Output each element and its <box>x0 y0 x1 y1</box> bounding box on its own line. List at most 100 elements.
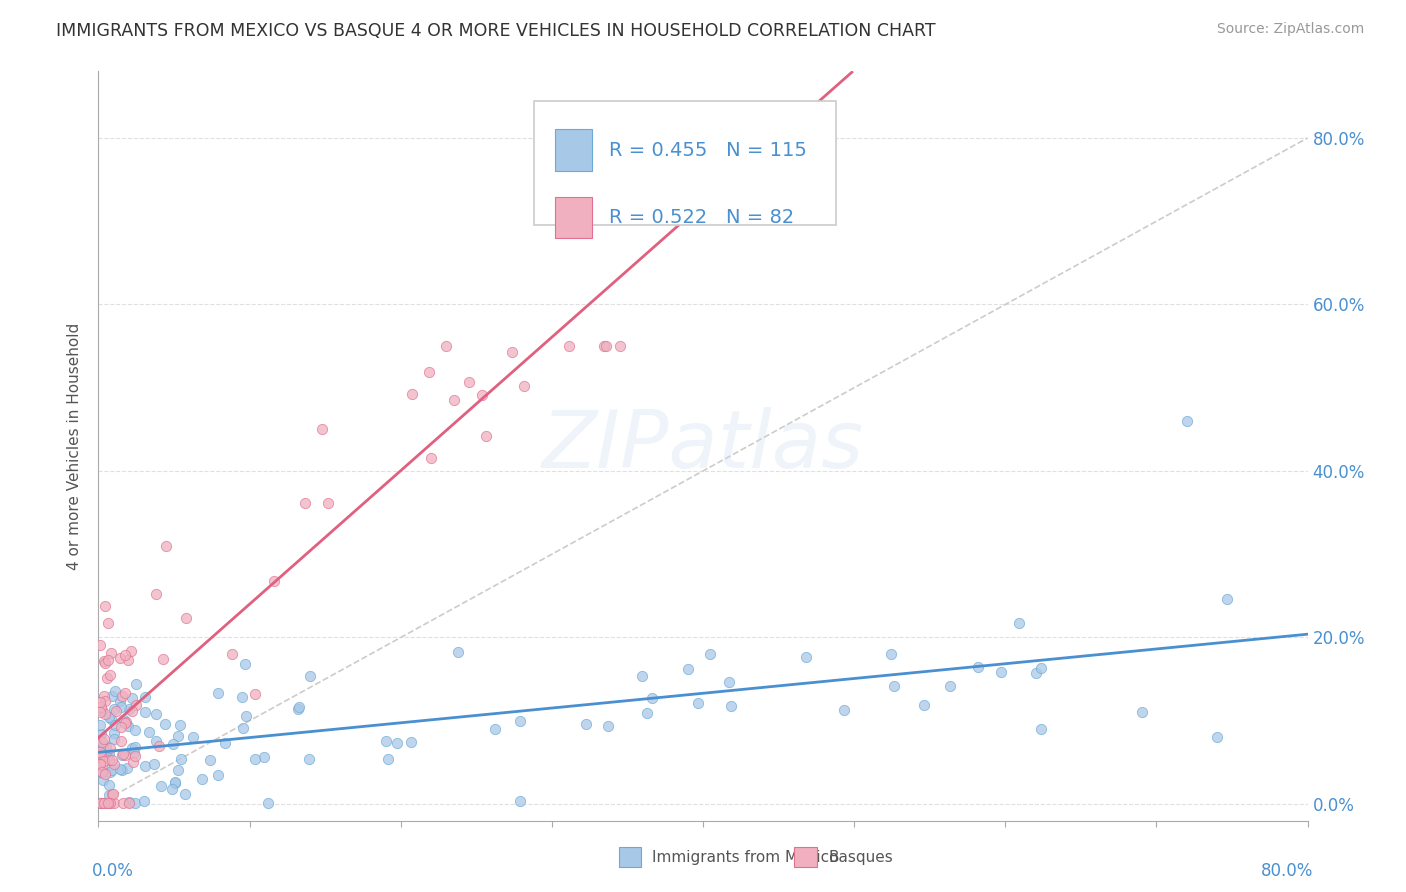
Point <box>288 700 311 714</box>
Point <box>101 764 124 778</box>
Point <box>377 752 399 766</box>
Point <box>939 679 962 693</box>
Point <box>145 734 167 748</box>
Point <box>832 703 855 717</box>
Point <box>114 714 136 729</box>
Point <box>243 687 266 701</box>
Point <box>134 794 156 808</box>
Point <box>121 740 143 755</box>
FancyBboxPatch shape <box>534 102 837 225</box>
Text: 0.0%: 0.0% <box>93 862 134 880</box>
Point <box>90 758 112 772</box>
Point <box>641 691 664 706</box>
Point <box>595 339 617 353</box>
Point <box>153 717 176 731</box>
Point <box>90 765 112 780</box>
Point <box>134 690 156 705</box>
Point <box>89 705 111 719</box>
Point <box>418 365 440 379</box>
Point <box>114 747 136 762</box>
Point <box>138 725 160 739</box>
Point <box>89 733 111 747</box>
Point <box>89 745 111 759</box>
Point <box>98 796 121 810</box>
Point <box>387 736 409 750</box>
Point <box>434 339 457 353</box>
Point <box>114 648 136 662</box>
Point <box>145 706 167 721</box>
Point <box>121 691 143 706</box>
Point <box>1130 705 1153 719</box>
Point <box>100 712 122 726</box>
Point <box>688 696 710 710</box>
Point <box>93 690 115 704</box>
Point <box>636 706 658 720</box>
Point <box>294 496 316 510</box>
Point <box>207 768 229 782</box>
Point <box>207 685 229 699</box>
Point <box>118 701 141 715</box>
Point <box>134 705 156 719</box>
Text: Immigrants from Mexico: Immigrants from Mexico <box>652 850 839 864</box>
Point <box>97 709 120 723</box>
Point <box>104 704 127 718</box>
Point <box>311 422 333 436</box>
Point <box>103 702 125 716</box>
Point <box>631 669 654 683</box>
Point <box>90 796 112 810</box>
Point <box>114 686 136 700</box>
Point <box>98 777 121 791</box>
Point <box>420 451 443 466</box>
Point <box>91 734 114 748</box>
Point <box>299 669 322 683</box>
Point <box>443 393 465 408</box>
Point <box>231 690 253 705</box>
Point <box>96 671 118 685</box>
Point <box>93 731 115 746</box>
Point <box>458 375 481 389</box>
Point <box>96 739 118 753</box>
Point <box>120 643 142 657</box>
Point <box>484 722 506 736</box>
Point <box>191 772 214 787</box>
Point <box>401 735 423 749</box>
Point <box>401 387 423 401</box>
Point <box>142 757 165 772</box>
Point <box>214 736 236 750</box>
Point <box>89 764 111 778</box>
Text: Source: ZipAtlas.com: Source: ZipAtlas.com <box>1216 22 1364 37</box>
Point <box>990 665 1012 680</box>
Text: 80.0%: 80.0% <box>1261 862 1313 880</box>
Point <box>117 719 139 733</box>
Point <box>880 648 903 662</box>
Point <box>558 339 581 353</box>
Point <box>90 764 112 779</box>
Point <box>96 750 118 764</box>
FancyBboxPatch shape <box>555 197 592 238</box>
Point <box>134 759 156 773</box>
Point <box>152 652 174 666</box>
Point <box>90 700 112 714</box>
Point <box>169 717 191 731</box>
Point <box>94 694 117 708</box>
Point <box>103 732 125 747</box>
Point <box>263 574 285 588</box>
Point <box>720 699 742 714</box>
Point <box>1008 616 1031 631</box>
Point <box>160 782 183 797</box>
Point <box>287 702 309 716</box>
Point <box>91 773 114 788</box>
FancyBboxPatch shape <box>555 129 592 170</box>
Point <box>447 645 470 659</box>
Point <box>148 739 170 753</box>
Point <box>110 734 132 748</box>
Point <box>98 764 121 779</box>
Point <box>374 733 396 747</box>
Point <box>114 715 136 730</box>
Point <box>98 667 121 681</box>
Point <box>232 722 254 736</box>
Point <box>1206 731 1229 745</box>
Point <box>235 709 257 723</box>
Point <box>90 796 112 810</box>
Point <box>89 747 111 762</box>
